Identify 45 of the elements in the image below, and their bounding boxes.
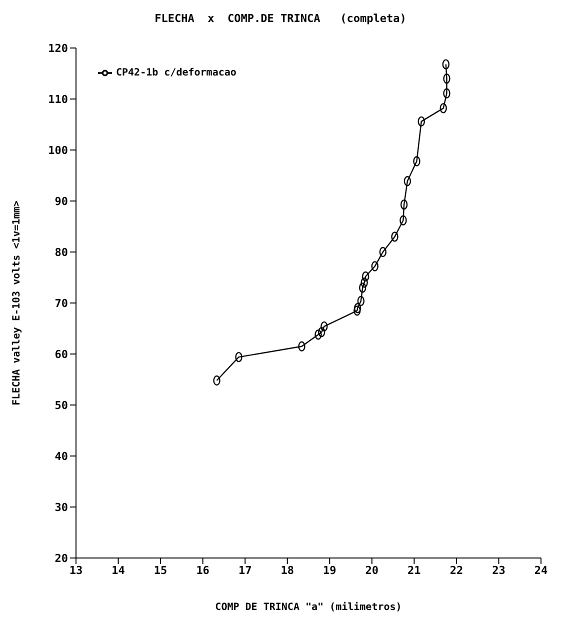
point (362, 271, 370, 282)
y-tick-label: 110 (48, 92, 68, 106)
point (371, 261, 378, 272)
point (314, 330, 322, 340)
x-tick-label: 22 (450, 564, 464, 577)
point (298, 341, 306, 352)
y-tick-label: 60 (54, 348, 68, 361)
point (359, 282, 366, 293)
x-tick-label: 20 (365, 564, 379, 577)
y-tick-label: 80 (54, 246, 68, 259)
point (443, 88, 450, 98)
x-tick-label: 16 (196, 564, 210, 577)
point (400, 199, 408, 210)
x-tick-label: 24 (534, 564, 548, 577)
point (404, 176, 412, 186)
x-tick-label: 17 (238, 564, 252, 577)
x-tick-label: 14 (112, 564, 126, 577)
chart-title: FLECHA x COMP.DE TRINCA (completa) (154, 12, 408, 25)
point (443, 74, 450, 84)
y-tick-label: 50 (54, 398, 68, 412)
x-tick-label: 13 (69, 564, 83, 577)
point (360, 278, 368, 288)
point (357, 296, 365, 306)
y-tick-label: 100 (48, 144, 68, 157)
x-tick-label: 15 (154, 564, 168, 577)
x-tick-label: 18 (280, 564, 294, 577)
y-tick-label: 70 (54, 296, 68, 310)
y-tick-label: 20 (54, 552, 68, 565)
legend-label: CP42-1b c/deformacao (116, 68, 236, 79)
y-tick-label: 30 (54, 500, 68, 514)
y-tick-label: 90 (54, 194, 68, 208)
point (354, 303, 362, 314)
y-tick-label: 120 (48, 42, 68, 55)
x-tick-label: 19 (323, 564, 336, 577)
point (391, 232, 398, 242)
x-axis-title: COMP DE TRINCA "a" (milimetros) (215, 601, 402, 613)
x-tick-label: 21 (408, 564, 422, 577)
point (400, 215, 407, 226)
x-tick-label: 23 (492, 564, 506, 577)
point (442, 59, 450, 70)
point (440, 103, 447, 114)
y-axis-title: FLECHA valley E-103 volts <1v=1mm> (12, 200, 23, 406)
point (354, 306, 361, 316)
point (413, 156, 420, 166)
y-tick-label: 40 (54, 450, 68, 463)
